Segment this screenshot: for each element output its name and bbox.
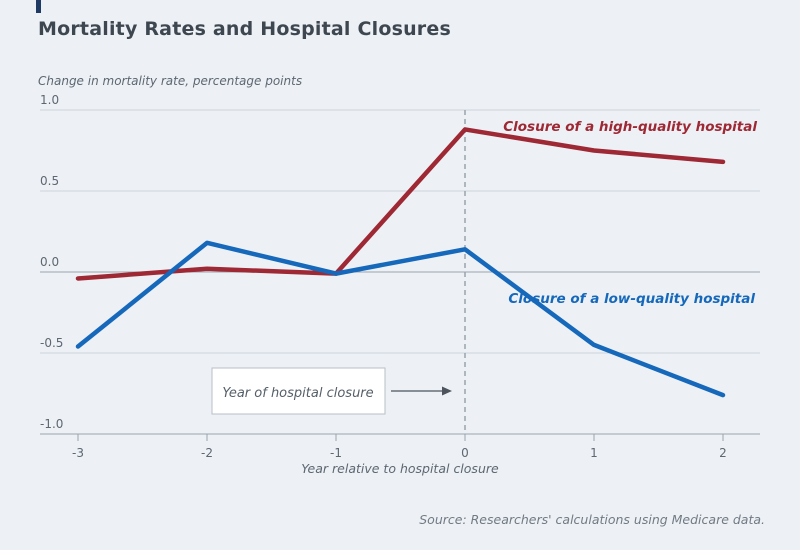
accent-mark [36,0,41,13]
x-tick-label: 2 [719,446,727,460]
series-label-low-quality: Closure of a low-quality hospital [508,291,755,307]
x-tick-label: -3 [72,446,84,460]
x-tick-label: 0 [461,446,469,460]
y-tick-label: 0.0 [40,255,59,269]
line-high-quality-closure [75,127,726,281]
y-tick-label: -0.5 [40,336,63,350]
y-tick-label: -1.0 [40,417,63,431]
x-axis: -3 -2 -1 0 1 2 [72,434,727,460]
chart-title: Mortality Rates and Hospital Closures [38,18,451,40]
y-axis-tick-labels: 1.0 0.5 0.0 -0.5 -1.0 [40,93,63,431]
x-tick-label: 1 [590,446,598,460]
y-axis-title: Change in mortality rate, percentage poi… [38,74,303,88]
annotation-box [211,367,386,415]
line-low-quality-closure [75,240,726,398]
series-label-high-quality: Closure of a high-quality hospital [503,119,757,135]
data-series [75,127,726,398]
annotation-label: Year of hospital closure [222,386,373,401]
closure-annotation: Year of hospital closure [211,367,452,415]
annotation-arrowhead-icon [442,386,452,396]
x-tick-label: -1 [330,446,342,460]
x-tick-label: -2 [201,446,213,460]
y-tick-label: 1.0 [40,93,59,107]
source-note: Source: Researchers' calculations using … [419,512,765,527]
x-axis-title: Year relative to hospital closure [301,461,499,476]
y-tick-label: 0.5 [40,174,59,188]
